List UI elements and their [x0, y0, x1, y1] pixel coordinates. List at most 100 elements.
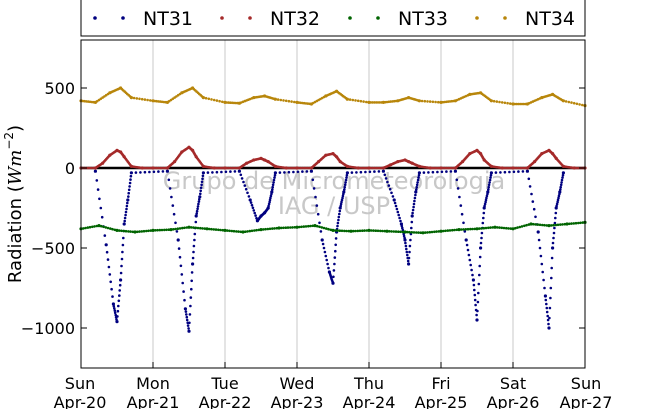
- data-point: [167, 228, 171, 231]
- data-point: [410, 226, 413, 230]
- data-point: [477, 291, 480, 295]
- data-point: [339, 204, 343, 208]
- data-point: [95, 179, 99, 182]
- data-point: [423, 99, 427, 103]
- data-point: [412, 205, 415, 209]
- data-point: [484, 198, 488, 202]
- data-point: [545, 224, 549, 227]
- data-point: [311, 178, 315, 182]
- data-point: [394, 204, 398, 208]
- data-point: [390, 191, 393, 195]
- data-point: [491, 226, 495, 229]
- data-point: [439, 229, 443, 233]
- data-point: [445, 166, 448, 170]
- y-tick-label: −500: [31, 239, 75, 258]
- data-point: [271, 183, 275, 187]
- data-point: [181, 281, 184, 285]
- data-point: [420, 99, 424, 103]
- data-point: [271, 185, 275, 189]
- data-point: [431, 170, 435, 174]
- data-point: [440, 170, 444, 174]
- data-point: [185, 318, 189, 322]
- x-tick-label-day: Sat: [500, 374, 526, 393]
- data-point: [344, 178, 348, 182]
- data-point: [455, 178, 459, 182]
- data-point: [500, 101, 504, 104]
- data-point: [235, 230, 238, 233]
- data-point: [507, 227, 510, 230]
- data-point: [505, 226, 508, 230]
- data-point: [478, 255, 482, 259]
- data-point: [437, 100, 440, 104]
- data-point: [493, 225, 497, 229]
- data-point: [237, 169, 241, 173]
- data-point: [556, 198, 560, 202]
- y-tick-label: −1000: [21, 319, 75, 338]
- data-point: [118, 294, 121, 297]
- data-point: [561, 176, 564, 179]
- data-point: [268, 198, 272, 202]
- data-point: [135, 97, 139, 100]
- data-point: [534, 215, 537, 219]
- data-point: [190, 226, 193, 229]
- data-point: [520, 225, 524, 228]
- data-point: [196, 207, 199, 211]
- data-point: [309, 224, 312, 228]
- data-point: [187, 225, 191, 229]
- data-point: [221, 228, 225, 232]
- data-point: [122, 229, 126, 233]
- data-point: [320, 238, 324, 242]
- data-point: [316, 212, 320, 216]
- data-point: [428, 230, 432, 234]
- data-point: [433, 230, 436, 234]
- data-point: [471, 273, 474, 277]
- data-point: [119, 278, 123, 282]
- data-point: [327, 266, 330, 270]
- data-point: [271, 227, 274, 230]
- data-point: [143, 98, 147, 101]
- data-point: [269, 194, 273, 198]
- legend-frame: [80, 0, 586, 37]
- data-point: [383, 229, 387, 233]
- data-point: [561, 173, 565, 177]
- data-point: [184, 310, 188, 313]
- data-point: [348, 98, 352, 101]
- data-point: [383, 173, 387, 177]
- data-point: [483, 204, 486, 208]
- data-point: [200, 183, 203, 187]
- data-point: [494, 171, 498, 174]
- data-point: [250, 203, 254, 207]
- data-point: [161, 170, 165, 173]
- data-point: [336, 224, 339, 228]
- series-NT33: [79, 220, 587, 235]
- data-point: [574, 221, 578, 225]
- data-point: [284, 99, 288, 103]
- data-point: [195, 212, 198, 215]
- data-point: [273, 171, 277, 175]
- data-point: [253, 211, 256, 215]
- data-point: [286, 226, 290, 229]
- data-point: [107, 265, 111, 269]
- data-point: [332, 275, 335, 279]
- data-point: [361, 229, 364, 232]
- data-point: [292, 170, 295, 174]
- data-point: [175, 230, 179, 233]
- data-point: [302, 225, 306, 228]
- data-point: [239, 173, 243, 177]
- data-point: [332, 269, 336, 272]
- data-point: [304, 166, 308, 170]
- data-point: [552, 223, 555, 227]
- data-point: [370, 229, 373, 232]
- data-point: [541, 223, 544, 227]
- data-point: [142, 229, 146, 233]
- data-point: [118, 289, 121, 292]
- data-point: [472, 283, 476, 287]
- x-tick-label-day: Wed: [280, 374, 315, 393]
- data-point: [565, 222, 569, 226]
- data-point: [212, 98, 216, 102]
- data-point: [140, 97, 144, 101]
- data-point: [334, 237, 338, 240]
- data-point: [427, 171, 430, 174]
- data-point: [177, 247, 181, 250]
- data-point: [208, 227, 211, 231]
